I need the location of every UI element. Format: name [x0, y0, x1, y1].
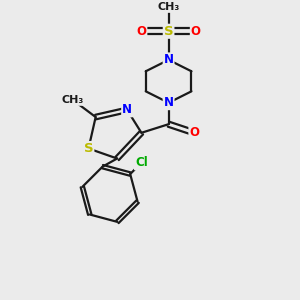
Text: N: N — [164, 96, 174, 109]
Text: CH₃: CH₃ — [158, 2, 180, 12]
Text: N: N — [164, 53, 174, 66]
Text: Cl: Cl — [135, 156, 148, 170]
Text: S: S — [84, 142, 93, 155]
Text: S: S — [164, 25, 173, 38]
Text: O: O — [191, 25, 201, 38]
Text: O: O — [136, 25, 146, 38]
Text: N: N — [122, 103, 132, 116]
Text: O: O — [189, 126, 199, 139]
Text: CH₃: CH₃ — [62, 95, 84, 105]
